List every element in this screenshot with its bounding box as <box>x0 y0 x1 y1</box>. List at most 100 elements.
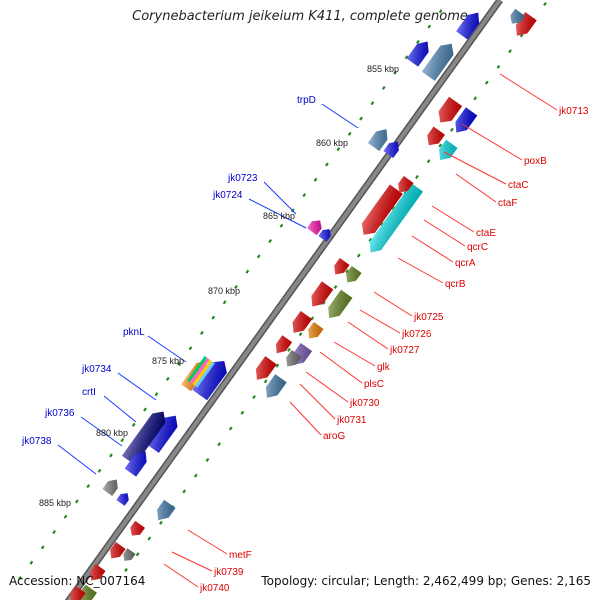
gene-arrow <box>276 335 293 354</box>
scale-tick-inner <box>356 253 361 258</box>
gene-arrow <box>318 229 331 242</box>
gene-arrow <box>328 289 353 319</box>
gene-arrow <box>102 479 118 496</box>
gene-label-reverse: jk0724 <box>212 190 243 201</box>
gene-arrow <box>334 258 350 275</box>
scale-tick-outer <box>18 575 22 581</box>
gene-arrow-shading <box>427 126 445 146</box>
leader-line-reverse <box>57 444 97 475</box>
scale-tick-outer <box>63 514 68 519</box>
gene-arrow <box>346 266 362 283</box>
gene-arrow-shading <box>369 183 424 253</box>
scale-tick-outer <box>188 346 193 351</box>
gene-arrow-shading <box>79 584 97 600</box>
scale-tick-inner <box>496 64 501 69</box>
gene-arrow-shading <box>318 229 331 242</box>
scale-tick-inner <box>135 552 140 557</box>
scale-tick-outer <box>438 9 443 14</box>
gene-arrow-shading <box>124 451 147 477</box>
gene-arrow <box>192 360 227 401</box>
gene-arrow <box>123 548 136 561</box>
gene-arrow-shading <box>276 335 293 354</box>
gene-arrow <box>308 322 324 339</box>
scale-tick-outer <box>415 39 420 44</box>
gene-arrow <box>286 350 302 367</box>
scale-tick-inner <box>391 206 396 211</box>
gene-arrow-shading <box>130 520 145 536</box>
gene-arrow <box>157 499 176 521</box>
leader-line-forward <box>431 205 475 233</box>
gene-label-forward: qcrB <box>445 279 466 290</box>
gene-arrow-shading <box>122 411 166 466</box>
gene-arrow-shading <box>292 310 313 333</box>
gene-arrow-shading <box>192 360 227 401</box>
gene-label-forward: qcrC <box>467 242 488 253</box>
scale-tick-outer <box>313 177 318 182</box>
gene-label-forward: ctaC <box>508 180 529 191</box>
gene-label-forward: jk0713 <box>558 106 589 117</box>
leader-line-reverse <box>321 103 359 129</box>
gene-arrow <box>383 141 399 158</box>
leader-line-forward <box>411 235 454 263</box>
gene-arrow-shading <box>398 176 414 193</box>
genome-backbone <box>64 0 503 600</box>
scale-tick-inner <box>484 80 489 85</box>
gene-label-forward: ctaF <box>498 198 517 209</box>
gene-label-forward: poxB <box>524 156 547 167</box>
leader-line-forward <box>461 123 523 161</box>
scale-tick-inner <box>333 284 338 290</box>
scale-tick-outer <box>404 55 409 60</box>
scale-tick-inner <box>263 379 268 384</box>
scale-tick-inner <box>368 237 373 242</box>
leader-line-reverse <box>117 372 157 401</box>
scale-tick-outer <box>268 239 273 244</box>
gene-arrow-shading <box>286 350 302 367</box>
gene-stripe <box>194 361 215 388</box>
scale-tick-inner <box>321 300 326 305</box>
leader-line-forward <box>455 173 497 203</box>
gene-arrow-shading <box>334 258 350 275</box>
gene-label-forward: glk <box>377 362 391 373</box>
gene-arrow <box>398 176 414 193</box>
gene-arrow-shading <box>145 415 178 453</box>
gene-arrow <box>369 183 424 253</box>
scale-tick-outer <box>381 85 386 90</box>
scale-tick-inner <box>543 1 547 7</box>
scale-labels: 855 kbp 860 kbp 865 kbp 870 kbp 875 kbp 880 k… <box>39 64 399 508</box>
gene-arrow <box>427 126 445 146</box>
scale-tick-inner <box>426 159 431 164</box>
gene-arrow-shading <box>307 220 322 236</box>
scale-tick-outer <box>29 560 34 565</box>
scale-label: 860 kbp <box>316 138 348 148</box>
gene-label-forward: qcrA <box>455 258 476 269</box>
gene-label-forward: jk0730 <box>349 398 380 409</box>
gene-arrow <box>79 584 97 600</box>
gene-arrow-shading <box>110 542 126 559</box>
gene-arrow <box>307 220 322 236</box>
gene-arrow-shading <box>456 12 480 40</box>
scale-tick-inner <box>449 127 454 132</box>
gene-label-forward: jk0725 <box>413 312 444 323</box>
leader-line-forward <box>423 219 466 247</box>
scale-tick-outer <box>211 315 216 320</box>
gene-arrow <box>439 139 458 161</box>
gene-label-forward: jk0739 <box>213 567 244 578</box>
gene-arrow-shading <box>406 41 429 67</box>
gene-label-forward: plsC <box>364 379 384 390</box>
gene-stripe-block <box>187 355 215 388</box>
scale-tick-inner <box>193 473 198 478</box>
scale-tick-inner <box>240 410 245 415</box>
gene-arrow <box>122 411 166 466</box>
gene-label-forward: jk0731 <box>336 415 367 426</box>
scale-tick-outer <box>245 269 250 274</box>
scale-tick-outer <box>359 116 363 121</box>
scale-tick-inner <box>217 442 222 447</box>
gene-arrow-shading <box>510 8 525 24</box>
scale-tick-outer <box>165 376 170 381</box>
gene-label-reverse: jk0738 <box>21 436 52 447</box>
gene-arrow <box>110 542 126 559</box>
gene-arrow-shading <box>90 564 106 581</box>
leader-line-forward <box>397 257 444 284</box>
gene-arrow <box>70 586 86 600</box>
gene-arrow <box>124 451 147 477</box>
